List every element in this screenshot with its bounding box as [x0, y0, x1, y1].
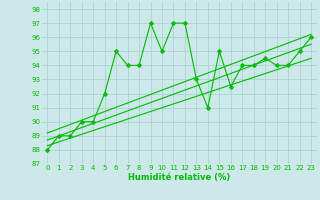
X-axis label: Humidité relative (%): Humidité relative (%): [128, 173, 230, 182]
